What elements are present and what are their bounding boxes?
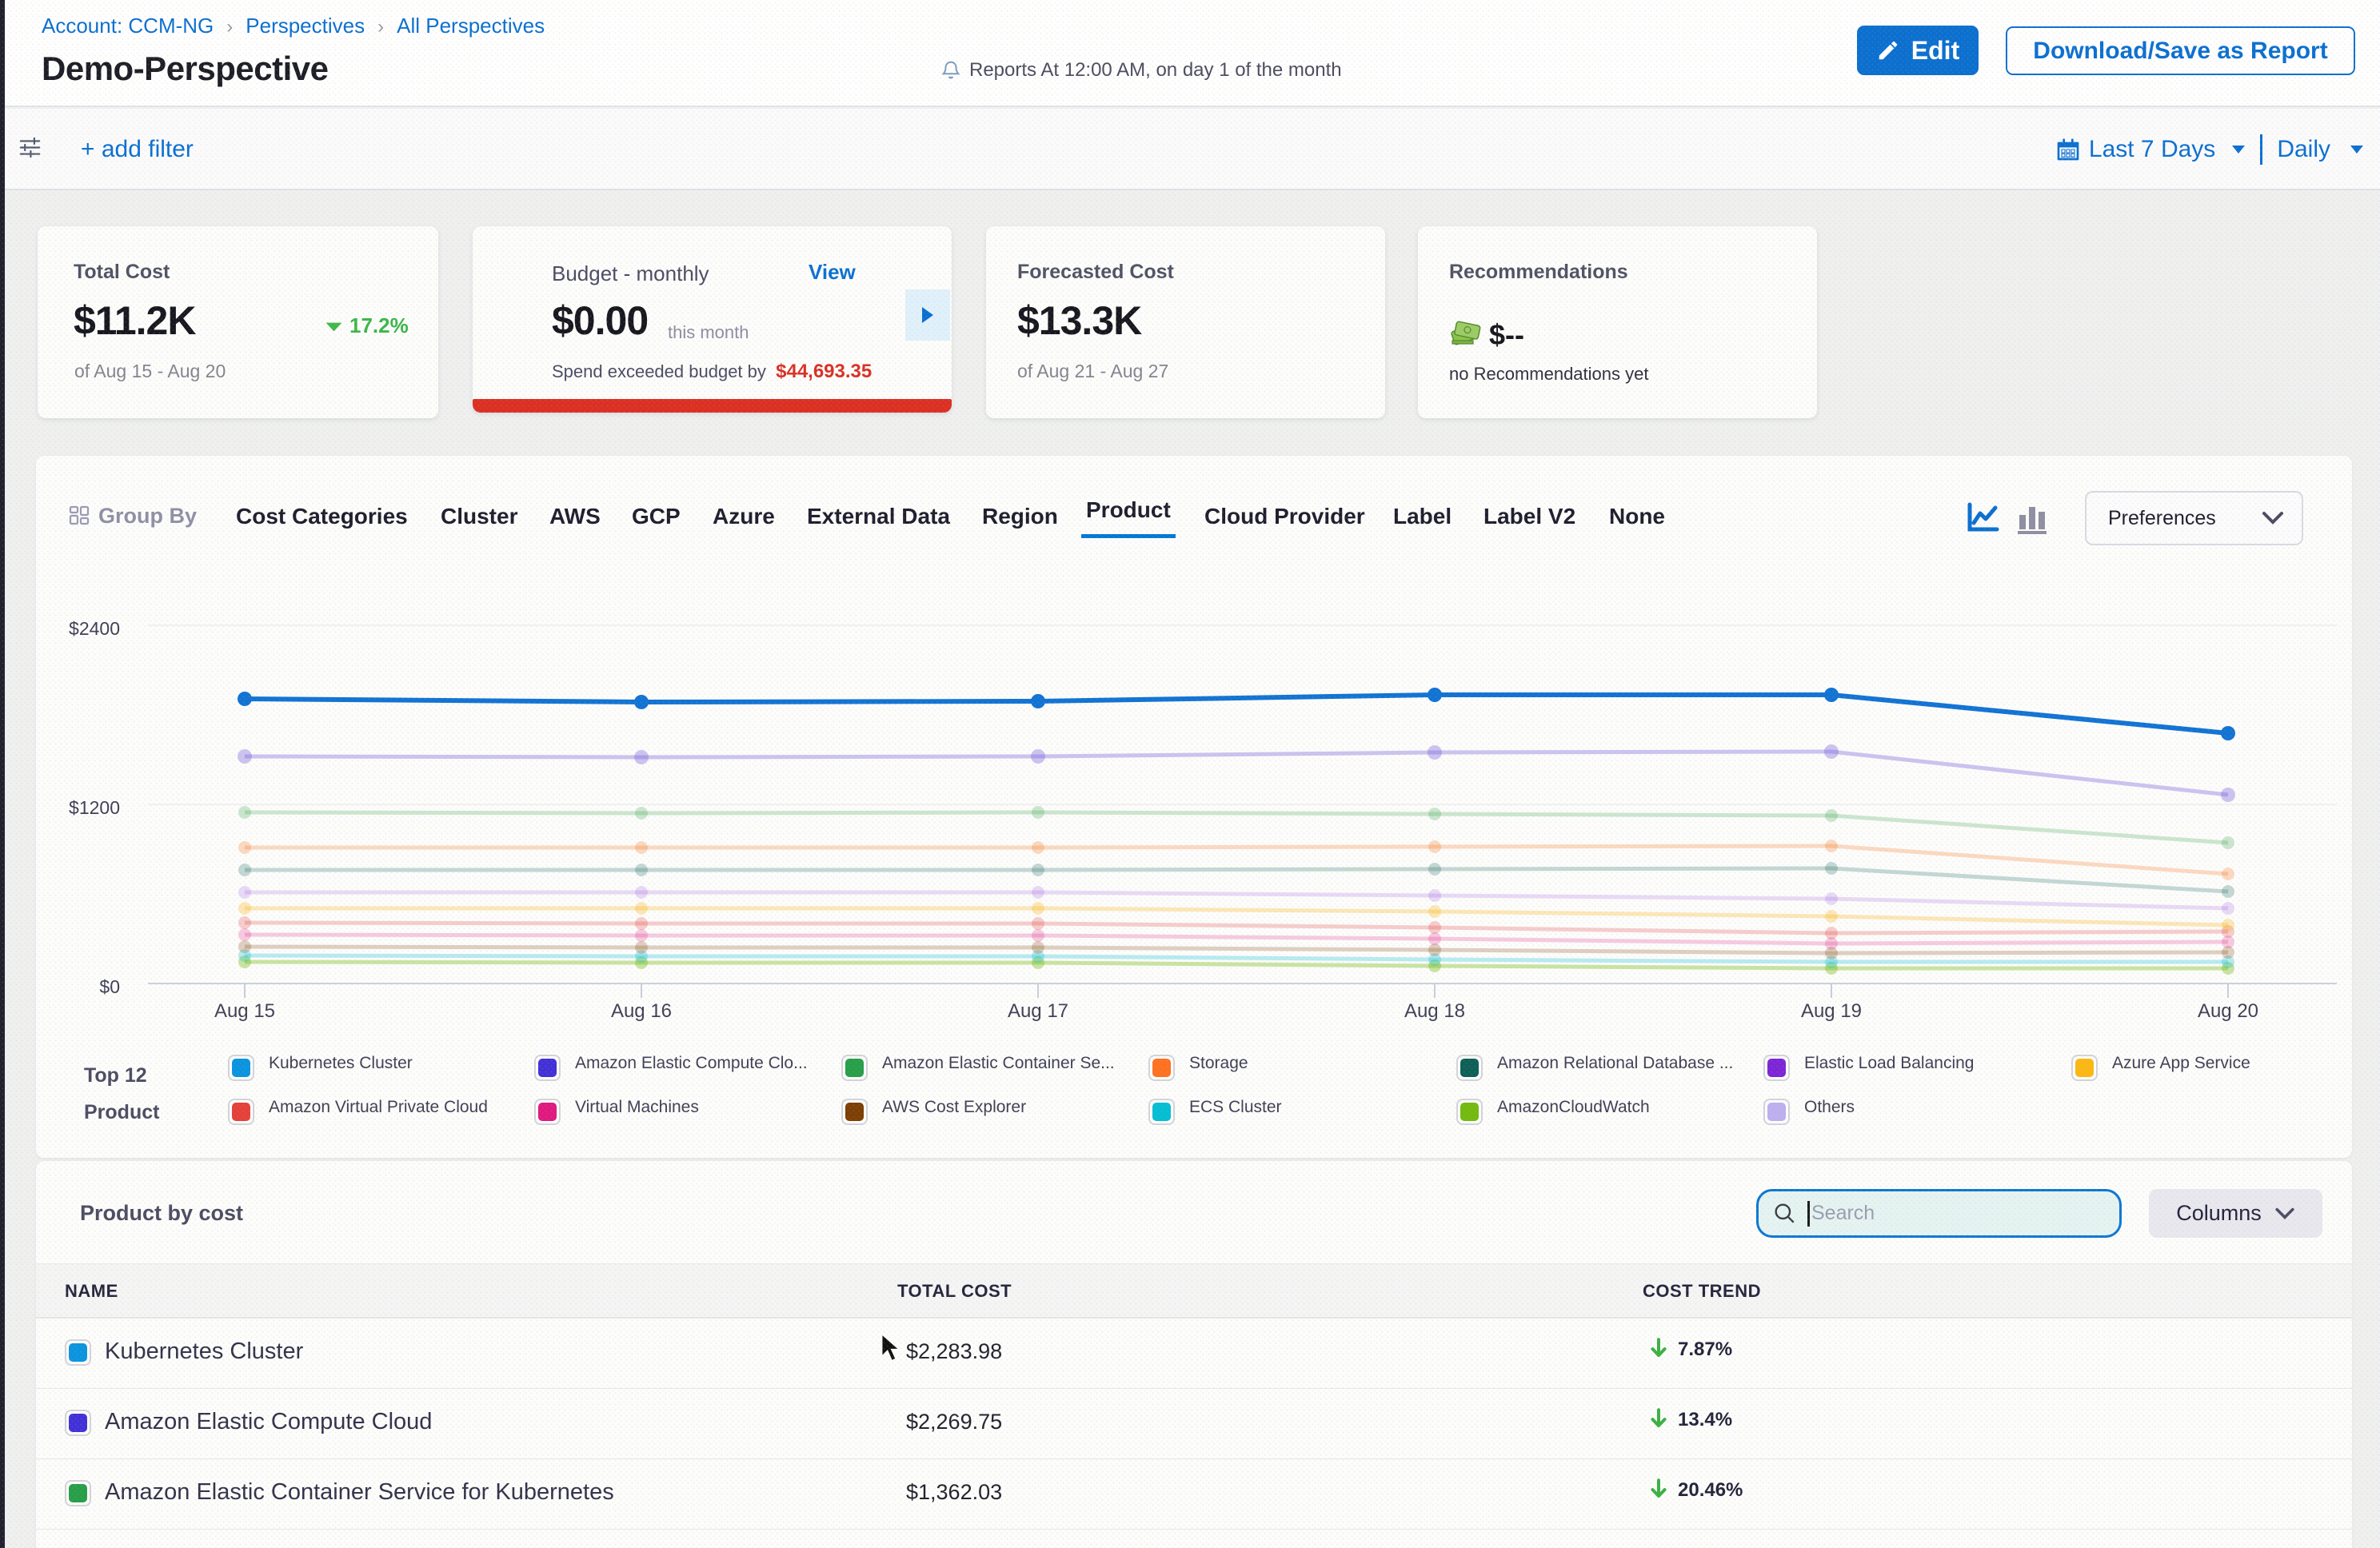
svg-text:Aug 16: Aug 16 <box>611 1000 672 1022</box>
svg-text:Aug 18: Aug 18 <box>1404 1000 1465 1022</box>
svg-text:$0: $0 <box>99 976 120 997</box>
svg-text:$1200: $1200 <box>69 797 120 818</box>
svg-text:$2400: $2400 <box>69 618 120 639</box>
svg-text:Aug 17: Aug 17 <box>1008 1000 1068 1022</box>
svg-text:Aug 20: Aug 20 <box>2198 1000 2258 1022</box>
svg-text:Aug 15: Aug 15 <box>214 1000 275 1022</box>
svg-text:Aug 19: Aug 19 <box>1801 1000 1862 1022</box>
